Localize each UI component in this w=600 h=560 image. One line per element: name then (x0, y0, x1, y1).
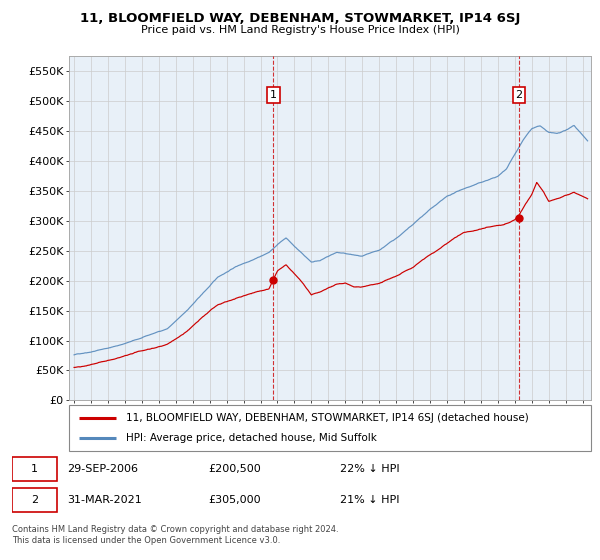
Text: 1: 1 (31, 464, 38, 474)
Text: 31-MAR-2021: 31-MAR-2021 (67, 495, 142, 505)
Text: £305,000: £305,000 (208, 495, 260, 505)
Text: Contains HM Land Registry data © Crown copyright and database right 2024.
This d: Contains HM Land Registry data © Crown c… (12, 525, 338, 545)
Text: 2: 2 (31, 495, 38, 505)
Text: 1: 1 (270, 90, 277, 100)
Text: 11, BLOOMFIELD WAY, DEBENHAM, STOWMARKET, IP14 6SJ (detached house): 11, BLOOMFIELD WAY, DEBENHAM, STOWMARKET… (127, 413, 529, 423)
Text: 22% ↓ HPI: 22% ↓ HPI (340, 464, 400, 474)
FancyBboxPatch shape (12, 488, 57, 512)
FancyBboxPatch shape (69, 405, 591, 451)
Text: 11, BLOOMFIELD WAY, DEBENHAM, STOWMARKET, IP14 6SJ: 11, BLOOMFIELD WAY, DEBENHAM, STOWMARKET… (80, 12, 520, 25)
Text: 29-SEP-2006: 29-SEP-2006 (67, 464, 138, 474)
Text: Price paid vs. HM Land Registry's House Price Index (HPI): Price paid vs. HM Land Registry's House … (140, 25, 460, 35)
FancyBboxPatch shape (12, 458, 57, 481)
Text: HPI: Average price, detached house, Mid Suffolk: HPI: Average price, detached house, Mid … (127, 433, 377, 443)
Text: 2: 2 (515, 90, 523, 100)
Text: 21% ↓ HPI: 21% ↓ HPI (340, 495, 400, 505)
Text: £200,500: £200,500 (208, 464, 260, 474)
